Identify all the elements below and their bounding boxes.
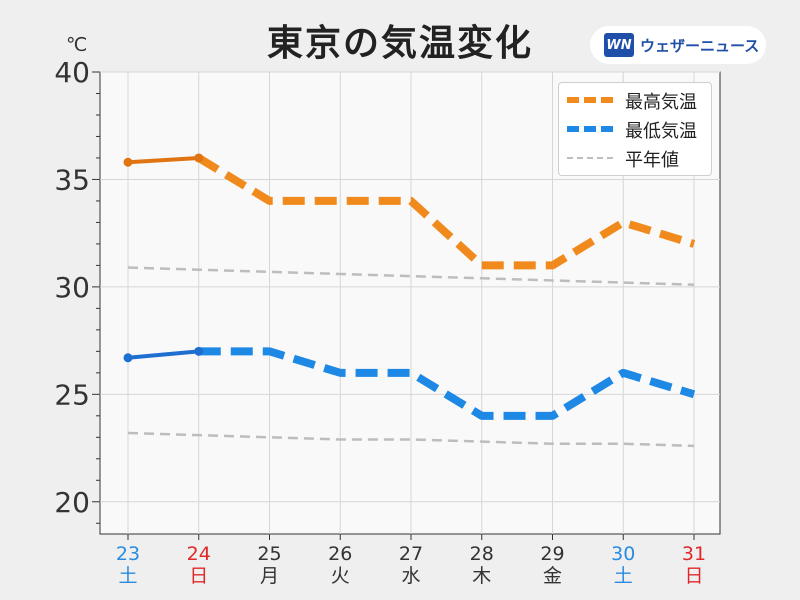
x-tick-label-weekday: 土 <box>118 565 137 587</box>
data-point-low <box>123 353 133 363</box>
x-tick-label-day: 28 <box>470 543 494 565</box>
x-tick-label-day: 26 <box>328 543 352 565</box>
data-point-low <box>194 346 204 356</box>
series-line-high-observed <box>127 155 199 165</box>
x-tick-label-weekday: 日 <box>684 565 703 587</box>
brand-mark-icon: WN <box>604 33 634 57</box>
series-line-normal <box>127 431 695 448</box>
y-tick-label: 20 <box>54 486 90 519</box>
y-tick-label: 35 <box>54 163 90 196</box>
x-tick-label-weekday: 月 <box>260 565 279 587</box>
series-line-low-observed <box>127 349 199 360</box>
x-tick-label-day: 29 <box>540 543 564 565</box>
x-tick-label-weekday: 日 <box>189 565 208 587</box>
x-tick-label-day: 23 <box>116 543 140 565</box>
x-tick-label-day: 25 <box>257 543 281 565</box>
legend-swatch-low <box>567 126 613 132</box>
series-line-low-forecast <box>198 347 696 420</box>
x-tick-label-weekday: 木 <box>472 565 491 587</box>
x-tick-label-weekday: 金 <box>543 565 562 587</box>
legend-label-normal: 平年値 <box>625 150 679 171</box>
chart-legend: 最高気温 最低気温 平年値 <box>558 82 712 176</box>
y-tick-label: 40 <box>54 56 90 89</box>
legend-item-high: 最高気温 <box>559 85 711 113</box>
brand-logo: WN ウェザーニュース <box>590 26 766 64</box>
x-tick-label-weekday: 土 <box>614 565 633 587</box>
legend-label-high: 最高気温 <box>625 92 697 113</box>
data-point-high <box>194 153 204 163</box>
x-tick-label-day: 24 <box>187 543 211 565</box>
brand-name: ウェザーニュース <box>640 36 760 55</box>
legend-label-low: 最低気温 <box>625 121 697 142</box>
series-line-high-forecast <box>196 154 696 270</box>
series-lines <box>123 153 696 448</box>
y-axis-ticks: 20 25 30 35 40 <box>54 56 100 524</box>
series-line-normal <box>127 266 695 286</box>
x-tick-label-day: 30 <box>611 543 635 565</box>
legend-item-low: 最低気温 <box>559 114 711 142</box>
x-tick-label-day: 31 <box>682 543 706 565</box>
data-point-high <box>123 157 133 167</box>
legend-swatch-normal <box>567 157 613 159</box>
y-tick-label: 25 <box>54 378 90 411</box>
legend-swatch-high <box>567 97 613 103</box>
x-tick-label-weekday: 火 <box>331 565 350 587</box>
y-axis-unit: ℃ <box>66 34 88 56</box>
chart-title: 東京の気温変化 <box>266 23 533 64</box>
x-tick-label-weekday: 水 <box>401 565 420 587</box>
x-tick-label-day: 27 <box>399 543 423 565</box>
legend-item-normal: 平年値 <box>559 143 711 171</box>
y-tick-label: 30 <box>54 271 90 304</box>
